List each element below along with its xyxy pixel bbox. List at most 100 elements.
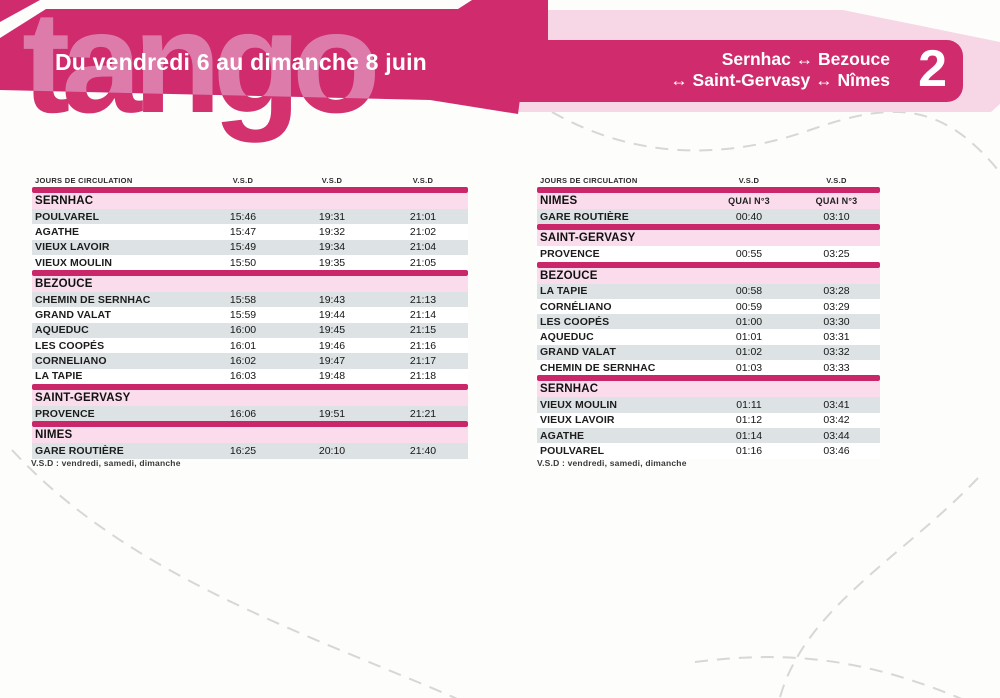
time-cell: 03:30 [823,315,850,328]
time-cell: 19:48 [318,370,346,383]
time-cell: 15:47 [229,225,257,238]
time-cell: 00:40 [735,210,763,223]
time-cell: 01:12 [735,414,763,427]
footnote-vsd-right: V.S.D : vendredi, samedi, dimanche [537,458,687,468]
stop-name: GRAND VALAT [540,346,616,359]
time-cell: 15:58 [229,293,257,306]
time-cell: 19:32 [318,225,346,238]
section-title: SERNHAC [540,383,599,396]
time-cell: 21:01 [409,210,437,223]
time-cell: 03:28 [823,285,850,298]
time-cell: 21:05 [409,256,437,269]
time-cell: 19:31 [318,210,346,223]
table-row: GARE ROUTIÈRE 00:40 03:10 [537,209,880,225]
stop-name: LES COOPÉS [35,339,105,352]
quai-label: QUAI N°3 [815,196,858,206]
column-header: V.S.D [321,176,343,185]
table-row: POULVAREL 01:16 03:46 [537,443,880,459]
time-cell: 15:59 [229,309,257,322]
time-cell: 03:33 [823,361,850,374]
table-row: VIEUX MOULIN 01:11 03:41 [537,397,880,413]
time-cell: 01:14 [735,429,763,442]
stop-name: CORNELIANO [35,355,107,368]
table-row: AGATHE 01:14 03:44 [537,427,880,444]
time-cell: 21:17 [409,355,437,368]
table-row: LES COOPÉS 01:00 03:30 [537,314,880,330]
stop-name: LA TAPIE [35,370,83,383]
stop-name: AQUEDUC [35,324,89,337]
time-cell: 19:47 [318,355,346,368]
separator-bar [537,375,880,382]
stop-name: VIEUX MOULIN [35,256,113,269]
section-header-row: BEZOUCE [32,276,468,293]
stop-name: CHEMIN DE SERNHAC [540,361,656,374]
time-cell: 16:00 [229,324,257,337]
time-cell: 21:21 [409,407,437,420]
time-cell: 03:10 [823,210,850,223]
table-row: VIEUX MOULIN 15:50 19:35 21:05 [32,254,468,271]
table-row: POULVAREL 15:46 19:31 21:01 [32,209,468,225]
line-number-badge: 2 [918,39,947,98]
table-row: LA TAPIE 00:58 03:28 [537,283,880,299]
time-cell: 19:46 [318,339,346,352]
time-cell: 03:44 [823,429,850,442]
separator-bar [32,270,468,277]
dashed-curve-top-wave [551,110,999,171]
stop-name: VIEUX LAVOIR [540,414,615,427]
stop-name: VIEUX LAVOIR [35,241,110,254]
time-cell: 01:02 [735,346,763,359]
separator-bar [537,224,880,231]
time-cell: 16:01 [229,339,257,352]
table-row: CHEMIN DE SERNHAC 15:58 19:43 21:13 [32,292,468,308]
section-header-row: BEZOUCE [537,267,880,284]
column-header: V.S.D [412,176,434,185]
section-header-row: SERNHAC [32,193,468,209]
table-row: AQUEDUC 01:01 03:31 [537,329,880,345]
stop-name: POULVAREL [35,210,100,223]
quai-label: QUAI N°3 [728,196,770,206]
route-line-1: Sernhac ↔ Bezouce [721,49,890,69]
table-row: CHEMIN DE SERNHAC 01:03 03:33 [537,360,880,376]
separator-bar [32,383,468,390]
time-cell: 21:14 [409,309,437,322]
time-cell: 20:10 [318,444,346,457]
footnote-vsd-left: V.S.D : vendredi, samedi, dimanche [31,458,181,468]
section-title: NÎMES [540,195,578,207]
stop-name: LES COOPÉS [540,315,610,328]
dashed-curve-bottom-right-arc [778,477,979,698]
columns-header-row: JOURS DE CIRCULATION V.S.D V.S.D [537,170,880,187]
table-row: AGATHE 15:47 19:32 21:02 [32,224,468,240]
column-header: V.S.D [826,176,847,185]
time-cell: 03:46 [823,444,850,457]
column-header: JOURS DE CIRCULATION [540,176,638,185]
time-cell: 03:42 [823,414,850,427]
table-row: CORNÉLIANO 00:59 03:29 [537,298,880,315]
columns-header-row: JOURS DE CIRCULATION V.S.D V.S.D V.S.D [32,170,468,187]
time-cell: 19:44 [318,309,346,322]
section-header-row: SAINT-GERVASY [32,389,468,406]
stop-name: LA TAPIE [540,285,588,298]
stop-name: CORNÉLIANO [540,300,612,313]
section-header-row: NÎMES [32,427,468,444]
time-cell: 03:31 [823,331,850,344]
table-row: PROVENCE 00:55 03:25 [537,246,880,262]
dashed-curve-bottom-right-cross [694,656,962,698]
column-header: V.S.D [232,176,254,185]
stop-name: VIEUX MOULIN [540,399,618,412]
section-header-row: NÎMES QUAI N°3 QUAI N°3 [537,193,880,209]
section-title: SAINT-GERVASY [35,391,131,404]
section-title: SAINT-GERVASY [540,232,636,245]
section-header-row: SAINT-GERVASY [537,230,880,247]
table-row: LES COOPÉS 16:01 19:46 21:16 [32,338,468,354]
stop-name: CHEMIN DE SERNHAC [35,293,151,306]
stop-name: GRAND VALAT [35,309,111,322]
dashed-curve-left [11,449,458,698]
timetable-return: JOURS DE CIRCULATION V.S.D V.S.D NÎMES QUAI … [537,170,880,459]
stop-name: GARE ROUTIÈRE [540,210,629,223]
separator-bar [537,187,880,193]
section-title: SERNHAC [35,195,94,207]
route-description: Sernhac ↔ Bezouce ↔ Saint-Gervasy ↔ Nîme… [670,49,890,91]
time-cell: 00:58 [735,285,763,298]
separator-bar [32,187,468,193]
